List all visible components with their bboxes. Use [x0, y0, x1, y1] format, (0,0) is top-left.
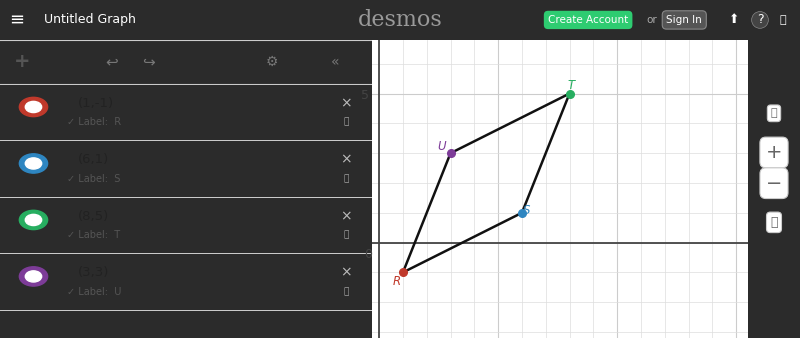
Text: ×: ×	[340, 153, 352, 167]
Circle shape	[19, 154, 48, 173]
Text: +: +	[766, 143, 782, 162]
Text: ×: ×	[340, 209, 352, 223]
Text: 🏠: 🏠	[770, 216, 778, 229]
Text: 🔧: 🔧	[770, 108, 778, 118]
Text: «: «	[330, 55, 339, 69]
Text: ×: ×	[340, 96, 352, 110]
Text: (8,5): (8,5)	[78, 210, 110, 223]
Text: ⬆: ⬆	[729, 14, 740, 26]
Text: 🔧: 🔧	[343, 118, 349, 127]
Text: ✓ Label:  R: ✓ Label: R	[67, 117, 121, 127]
Text: 🔧: 🔧	[343, 287, 349, 296]
Text: ✓ Label:  U: ✓ Label: U	[67, 287, 122, 297]
Text: 🔧: 🔧	[343, 231, 349, 240]
Circle shape	[19, 210, 48, 230]
Text: (3,3): (3,3)	[78, 266, 110, 279]
Text: R: R	[393, 275, 401, 288]
Text: Untitled Graph: Untitled Graph	[44, 14, 136, 26]
Text: U: U	[437, 140, 446, 153]
Text: T: T	[567, 79, 574, 92]
Text: (1,-1): (1,-1)	[78, 97, 114, 110]
Text: ?: ?	[757, 14, 763, 26]
Text: ↪: ↪	[142, 54, 155, 69]
Text: ≡: ≡	[10, 11, 25, 29]
Text: (6,1): (6,1)	[78, 153, 110, 166]
Text: 0: 0	[364, 248, 372, 261]
Text: Sign In: Sign In	[666, 15, 702, 25]
Text: +: +	[14, 52, 30, 71]
Text: ↩: ↩	[106, 54, 118, 69]
Text: 🌐: 🌐	[779, 15, 786, 25]
Text: Create Account: Create Account	[548, 15, 628, 25]
Text: ⚙: ⚙	[266, 55, 278, 69]
Circle shape	[26, 214, 42, 225]
Circle shape	[26, 271, 42, 282]
Text: −: −	[766, 174, 782, 193]
Text: 🔧: 🔧	[343, 174, 349, 183]
Circle shape	[19, 267, 48, 286]
Circle shape	[26, 158, 42, 169]
Circle shape	[19, 97, 48, 117]
Text: or: or	[646, 15, 657, 25]
Text: ✓ Label:  T: ✓ Label: T	[67, 230, 120, 240]
Circle shape	[26, 101, 42, 113]
Text: desmos: desmos	[358, 9, 442, 31]
Text: ✓ Label:  S: ✓ Label: S	[67, 174, 120, 184]
Text: S: S	[522, 204, 530, 217]
Text: ×: ×	[340, 266, 352, 280]
